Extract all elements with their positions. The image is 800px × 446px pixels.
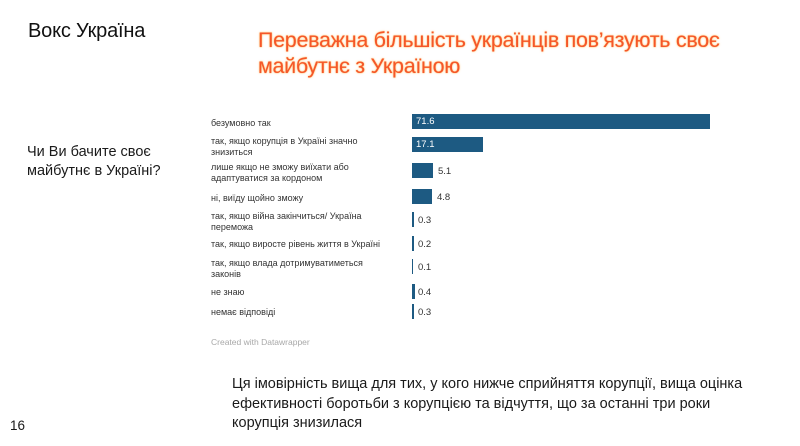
survey-question: Чи Ви бачите своє майбутнє в Україні? xyxy=(27,144,161,179)
value-label: 71.6 xyxy=(416,116,435,127)
bar xyxy=(412,163,433,178)
value-label: 17.1 xyxy=(416,139,435,150)
page-number: 16 xyxy=(10,418,26,433)
datawrapper-credit: Created with Datawrapper xyxy=(211,337,310,347)
bar xyxy=(412,137,483,152)
bar xyxy=(412,304,414,319)
bar xyxy=(412,236,414,251)
category-label: так, якщо влада дотримуватиметься законі… xyxy=(211,258,363,279)
category-label: немає відповіді xyxy=(211,307,276,317)
category-label: ні, виїду щойно зможу xyxy=(211,193,304,203)
bar xyxy=(412,259,414,274)
category-label: не знаю xyxy=(211,287,245,297)
bar xyxy=(412,114,710,129)
bar xyxy=(412,189,432,204)
category-label: безумовно так xyxy=(211,118,271,128)
bar xyxy=(412,284,415,299)
category-label: лише якщо не зможу виїхати або адаптуват… xyxy=(211,162,349,183)
value-label: 0.4 xyxy=(418,287,432,298)
category-label: так, якщо корупція в Україні значно зниз… xyxy=(211,136,358,157)
slide-title: Переважна більшість українців пов’язують… xyxy=(258,28,720,78)
value-label: 0.2 xyxy=(418,239,432,250)
value-label: 0.1 xyxy=(418,262,432,273)
value-label: 0.3 xyxy=(418,307,432,318)
category-label: так, якщо війна закінчиться/ Україна пер… xyxy=(211,211,362,232)
value-label: 0.3 xyxy=(418,215,432,226)
brand-label: Вокс Україна xyxy=(28,20,146,42)
category-label: так, якщо виросте рівень життя в Україні xyxy=(211,239,380,249)
value-label: 5.1 xyxy=(438,166,452,177)
value-label: 4.8 xyxy=(437,192,451,203)
bar xyxy=(412,212,414,227)
slide-note: Ця імовірність вища для тих, у кого нижч… xyxy=(232,376,743,431)
